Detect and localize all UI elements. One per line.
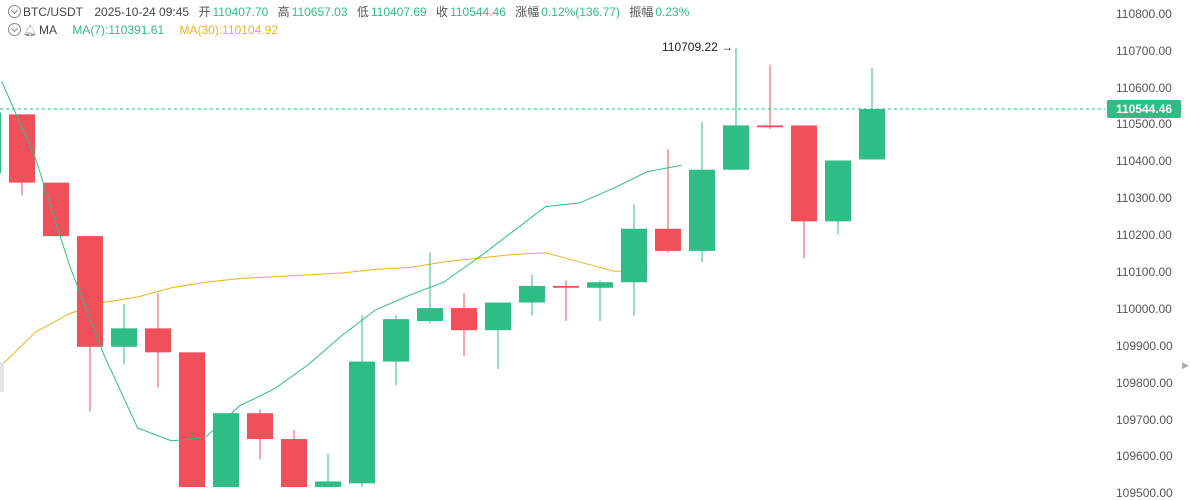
- change-value: 0.12%(136.77): [541, 5, 620, 19]
- ohlc-header: BTC/USDT 2025-10-24 09:45 开 110407.70 高 11…: [8, 4, 695, 20]
- ma-header: 🔔︎ MA MA(7):110391.61 MA(30):110104.92: [8, 22, 280, 39]
- y-tick-label: 109900.00: [1116, 338, 1173, 353]
- left-scroll-handle[interactable]: [0, 362, 4, 392]
- ma7-layer: [1, 80, 682, 442]
- candle-body: [349, 361, 375, 484]
- ma30-value: MA(30):110104.92: [179, 23, 279, 37]
- ma30-line: [1, 252, 648, 366]
- candle-body: [213, 413, 239, 487]
- open-value: 110407.70: [212, 5, 269, 19]
- bell-icon[interactable]: 🔔︎: [23, 25, 37, 37]
- y-tick-label: 110200.00: [1116, 228, 1172, 243]
- close-label: 收: [436, 5, 449, 19]
- datetime: 2025-10-24 09:45: [94, 5, 190, 19]
- y-tick-label: 109700.00: [1116, 412, 1173, 427]
- low-label: 低: [356, 5, 369, 19]
- ma7-line: [1, 80, 682, 442]
- candle-body: [757, 125, 783, 128]
- low-value: 110407.69: [370, 5, 427, 19]
- last-price-tag: 110544.46: [1107, 100, 1181, 119]
- candle-body: [485, 302, 511, 331]
- collapse-chevron-icon[interactable]: [8, 23, 21, 36]
- amplitude-label: 振幅: [629, 5, 654, 19]
- ma-label: MA: [38, 23, 57, 37]
- high-annotation: 110709.22 →: [662, 40, 734, 55]
- candle-body: [655, 228, 681, 251]
- candle-body: [315, 481, 341, 487]
- candle-body: [179, 352, 205, 487]
- scroll-right-icon[interactable]: ▶: [1182, 360, 1189, 370]
- candle-body: [43, 182, 69, 237]
- y-tick-label: 110700.00: [1116, 43, 1172, 58]
- ma7-value: MA(7):110391.61: [72, 23, 165, 37]
- candle-body: [553, 285, 579, 288]
- symbol: BTC/USDT: [23, 5, 83, 19]
- y-tick-label: 110100.00: [1116, 265, 1172, 279]
- candle-body: [859, 109, 885, 160]
- collapse-chevron-icon[interactable]: [8, 5, 21, 18]
- candle-body: [0, 112, 1, 174]
- y-tick-label: 109800.00: [1116, 375, 1173, 390]
- amplitude-value: 0.23%: [655, 5, 690, 19]
- high-value: 110657.03: [291, 5, 348, 19]
- candle-body: [451, 308, 477, 331]
- ma30-layer: [1, 252, 648, 366]
- y-tick-label: 110600.00: [1116, 80, 1172, 95]
- candle-body: [111, 328, 137, 347]
- y-tick-label: 110300.00: [1116, 191, 1172, 206]
- y-tick-label: 110400.00: [1116, 154, 1172, 169]
- open-label: 开: [198, 5, 211, 19]
- candle-body: [281, 439, 307, 487]
- y-tick-label: 110000.00: [1116, 301, 1172, 316]
- candlestick-chart[interactable]: [0, 0, 1191, 487]
- close-value: 110544.46: [450, 5, 506, 19]
- y-tick-label: 109500.00: [1116, 486, 1173, 500]
- y-tick-label: 110800.00: [1116, 6, 1172, 21]
- candle-body: [587, 282, 613, 288]
- candle-body: [519, 285, 545, 303]
- candle-body: [791, 125, 817, 222]
- candle-body: [383, 319, 409, 362]
- candle-body: [77, 236, 103, 347]
- high-label: 高: [277, 5, 290, 19]
- candle-body: [145, 328, 171, 353]
- candle-body: [825, 160, 851, 222]
- candle-layer: [0, 48, 885, 487]
- change-label: 涨幅: [515, 5, 540, 19]
- y-tick-label: 109600.00: [1116, 449, 1173, 464]
- y-tick-label: 110500.00: [1116, 117, 1172, 132]
- candle-body: [247, 413, 273, 440]
- candle-body: [689, 169, 715, 251]
- candle-body: [723, 125, 749, 170]
- candle-body: [417, 308, 443, 321]
- candle-body: [621, 228, 647, 283]
